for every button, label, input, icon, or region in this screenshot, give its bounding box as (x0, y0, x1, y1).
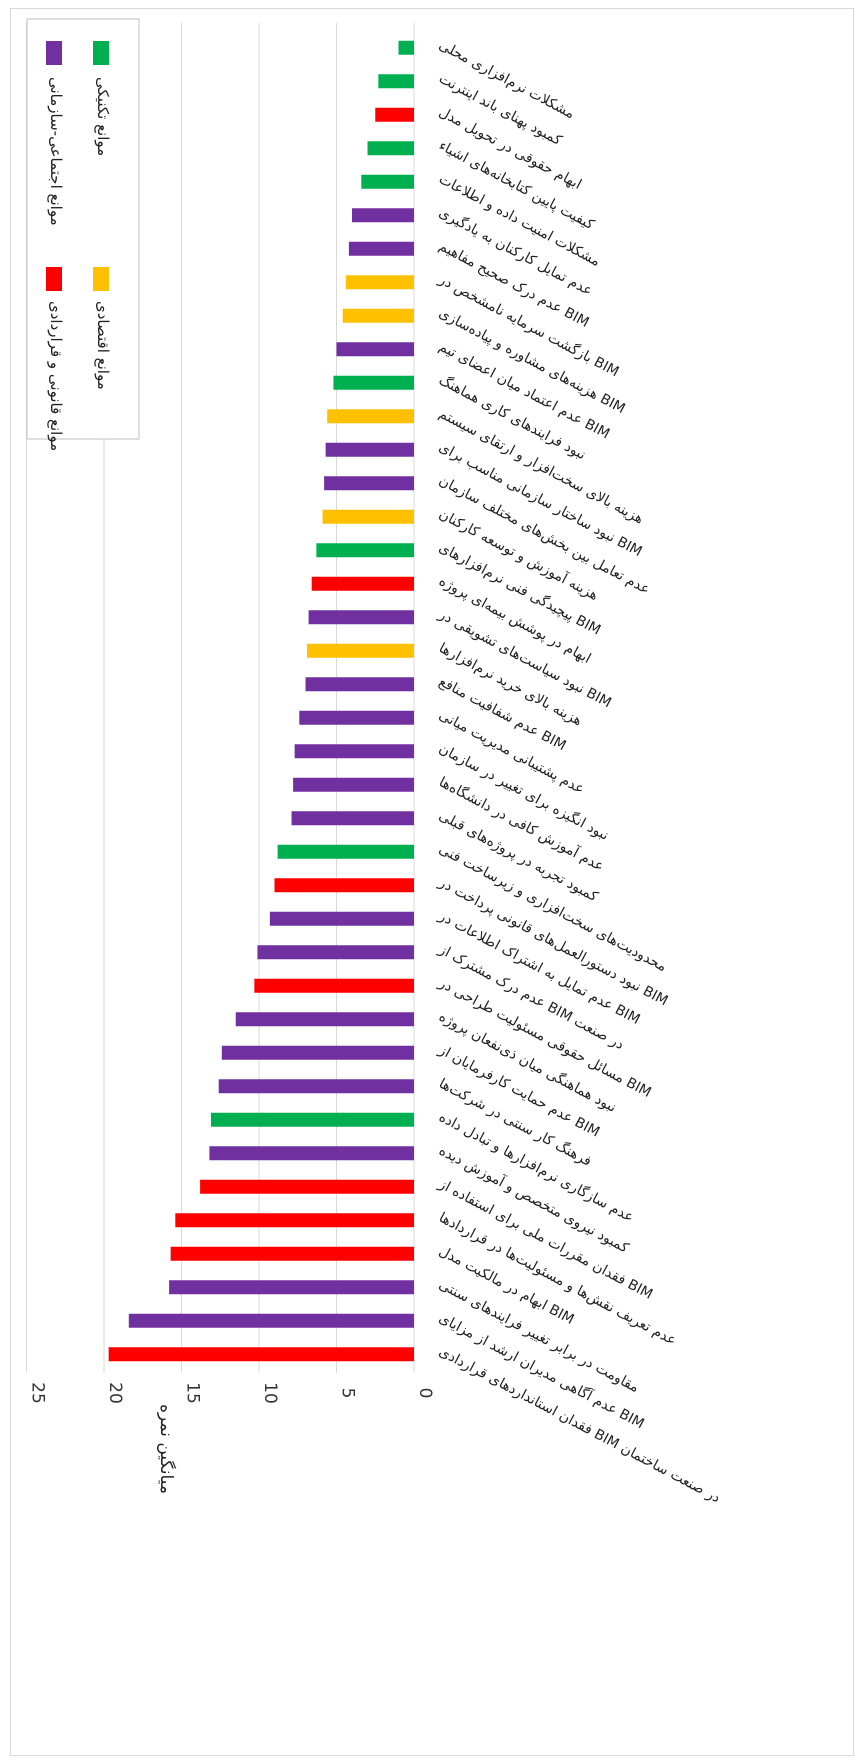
bar-social (209, 1146, 414, 1161)
legend-swatch-technical (93, 41, 109, 65)
legend-label-legal: موانع قانونی و قراردادی (47, 301, 65, 451)
bar-social (257, 945, 414, 960)
bar-social (352, 208, 414, 223)
bar-legal (170, 1246, 414, 1261)
bar-technical (333, 375, 414, 390)
chart-canvas: 0 5 10 15 20 25 فقدان استانداردهای قراردادی BI… (26, 18, 723, 1506)
bar-social (299, 710, 414, 725)
bar-technical (398, 40, 414, 55)
bar-social (128, 1313, 415, 1328)
bar-social (218, 1079, 414, 1094)
category-label: محدودیت‌های سخت‌افزاری و زیرساخت فنی (436, 841, 669, 975)
bar-social (294, 744, 414, 759)
legend-label-social: موانع اجتماعی-سازمانی (47, 77, 65, 226)
bar-legal (375, 107, 414, 122)
legend-label-technical: موانع تکنیکی (94, 77, 112, 156)
bar-technical (277, 844, 414, 859)
bar-social (308, 610, 414, 625)
bar-legal (254, 978, 414, 993)
x-tick-label: 10 (260, 1382, 280, 1404)
x-tick-label: 5 (338, 1388, 358, 1399)
bar-legal (108, 1347, 415, 1362)
bar-social (325, 442, 414, 457)
chart-frame: 0 5 10 15 20 25 فقدان استانداردهای قراردادی BI… (10, 8, 854, 1756)
legend-swatch-economic (93, 267, 109, 291)
bar-social (293, 777, 414, 792)
bar-economic (322, 509, 414, 524)
bar-social (336, 342, 414, 357)
bar-social (291, 811, 414, 826)
bar-legal (175, 1213, 414, 1228)
legend-label-economic: موانع اقتصادی (94, 301, 112, 390)
x-tick-label: 15 (183, 1382, 203, 1404)
x-tick-label: 20 (105, 1382, 125, 1404)
legend-swatch-legal (46, 267, 62, 291)
bar-social (348, 241, 414, 256)
bar-social (169, 1280, 414, 1295)
bar-technical (316, 543, 414, 558)
x-tick-label: 25 (28, 1382, 48, 1404)
legend-swatch-social (46, 41, 62, 65)
legend: موانع اجتماعی-سازمانی موانع تکنیکی موانع ق… (26, 18, 140, 451)
axis-title: میانگین نمره (156, 1404, 177, 1494)
bars (108, 40, 415, 1362)
bar-social (324, 476, 414, 491)
category-labels: فقدان استانداردهای قراردادی BIM در صنعت … (435, 37, 723, 1506)
bar-legal (311, 576, 414, 591)
x-tick-label: 0 (415, 1388, 435, 1399)
bar-social (221, 1045, 414, 1060)
bar-technical (210, 1112, 414, 1127)
bar-legal (200, 1179, 414, 1194)
bar-social (305, 677, 414, 692)
legend-box (26, 18, 140, 440)
bar-economic (345, 275, 414, 290)
bar-legal (274, 878, 414, 893)
bar-social (269, 911, 414, 926)
x-axis-ticks: 0 5 10 15 20 25 (28, 1382, 436, 1404)
bar-economic (327, 409, 414, 424)
bar-social (235, 1012, 414, 1027)
bar-technical (367, 141, 414, 156)
category-label: فقدان استانداردهای قراردادی BIM در صنعت … (436, 1344, 723, 1507)
bar-technical (361, 174, 414, 189)
bar-economic (342, 308, 414, 323)
bar-technical (378, 74, 414, 89)
bar-economic (307, 643, 414, 658)
